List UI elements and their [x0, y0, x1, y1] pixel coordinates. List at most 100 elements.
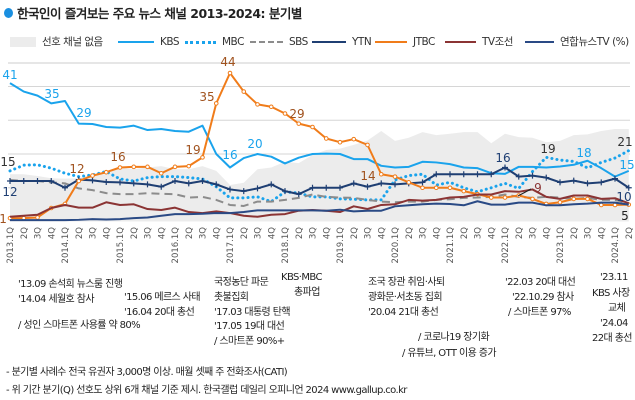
data-point-JTBC: [420, 185, 425, 191]
data-point-JTBC: [351, 136, 357, 142]
data-point-YTN: [117, 179, 123, 186]
data-label-JTBC: 44: [220, 55, 235, 69]
x-tick-label: 2014.1Q: [61, 227, 71, 264]
data-point-JTBC: [433, 185, 439, 191]
legend-label: JTBC: [413, 36, 435, 48]
data-point-YTN: [337, 184, 343, 191]
line-chart: 41 35 29 16 20 18 15 15 19 21 1 12 16 19 35 44 29 14 12 16 1…: [0, 55, 635, 264]
event-annotation: / 유튜브, OTT 이용 증가: [402, 348, 497, 359]
data-point-YTN: [419, 179, 426, 186]
data-point-YTN: [309, 184, 316, 191]
x-tick-label: 2Q: [20, 227, 30, 239]
data-label-KBS: 29: [76, 106, 91, 120]
data-label-JTBC: 14: [360, 169, 375, 183]
data-point-JTBC: [378, 171, 384, 177]
data-point-JTBC: [530, 196, 535, 202]
x-tick-label: 2016.1Q: [171, 227, 181, 264]
series-line-KBS: [9, 82, 630, 178]
event-annotation: '22.10.29 참사: [512, 292, 574, 303]
event-annotation: '17.03 대통령 탄핵: [214, 307, 291, 318]
data-point-JTBC: [310, 124, 315, 130]
legend-swatch-4: [312, 41, 346, 43]
data-label-YTN: 16: [495, 151, 510, 165]
data-label-KBS: 15: [619, 158, 634, 172]
x-tick-label: 3Q: [254, 227, 264, 239]
x-tick-label: 2Q: [625, 227, 635, 239]
x-tick-label: 2019.1Q: [336, 227, 346, 264]
event-annotation: '20.04 21대 총선: [368, 307, 439, 318]
data-point-JTBC: [598, 202, 604, 208]
data-point-YTN: [213, 181, 220, 188]
data-point-JTBC: [392, 174, 398, 179]
data-label-YTN: 10: [616, 190, 631, 204]
legend-swatch-2: [185, 41, 216, 44]
data-point-YTN: [130, 180, 137, 187]
data-point-YTN: [488, 171, 495, 178]
data-point-YTN: [295, 191, 302, 198]
data-point-JTBC: [447, 185, 453, 191]
data-label-KBS: 18: [576, 146, 591, 160]
data-point-YTN: [350, 180, 357, 187]
data-point-YTN: [570, 177, 577, 184]
x-tick-label: 4Q: [597, 227, 607, 239]
data-point-YTN: [474, 171, 481, 178]
data-label-MBC: 21: [617, 135, 632, 149]
data-point-YTN: [323, 184, 330, 191]
legend-label: YTN: [352, 36, 372, 48]
event-annotation: '17.05 19대 대선: [214, 321, 285, 332]
legend-swatch-5: [375, 41, 407, 43]
event-annotation: '15.06 메르스 사태: [124, 292, 201, 303]
x-tick-label: 3Q: [144, 227, 154, 239]
data-label-KBS: 20: [247, 137, 262, 151]
data-point-JTBC: [488, 195, 494, 200]
data-point-JTBC: [585, 196, 590, 202]
event-annotation: '14.04 세월호 참사: [18, 294, 95, 305]
x-tick-label: 4Q: [322, 227, 332, 239]
data-point-JTBC: [502, 195, 508, 200]
chart-title-text: 한국인이 즐겨보는 주요 뉴스 채널 2013-2024: 분기별: [17, 6, 302, 21]
data-point-YTN: [268, 181, 275, 188]
x-tick-label: 2Q: [460, 227, 470, 239]
data-point-JTBC: [145, 164, 150, 170]
x-tick-label: 3Q: [364, 227, 374, 239]
x-tick-label: 2018.1Q: [281, 227, 291, 264]
event-annotation: 촛불집회: [214, 292, 249, 303]
x-tick-label: 4Q: [542, 227, 552, 239]
data-point-YTN: [158, 183, 165, 190]
data-point-YTN: [364, 183, 371, 190]
data-point-JTBC: [461, 188, 467, 194]
event-annotation: / 코로나19 장기화: [418, 332, 490, 343]
x-tick-label: 2Q: [350, 227, 360, 239]
data-point-YTN: [529, 172, 536, 179]
data-point-YTN: [460, 171, 467, 178]
data-point-JTBC: [158, 170, 164, 176]
legend-swatch-6: [445, 41, 476, 43]
data-point-YTN: [172, 178, 178, 184]
data-point-YTN: [447, 171, 453, 178]
data-point-JTBC: [557, 199, 563, 205]
data-point-YTN: [199, 178, 206, 184]
legend-label: TV조선: [482, 36, 513, 48]
data-point-YTN: [282, 188, 288, 195]
x-tick-label: 3Q: [309, 227, 319, 239]
data-point-JTBC: [131, 164, 137, 170]
data-point-JTBC: [117, 165, 123, 170]
event-annotation: 총파업: [294, 287, 320, 298]
data-label-JTBC: 19: [185, 143, 200, 157]
data-point-JTBC: [255, 102, 260, 107]
x-tick-label: 4Q: [432, 227, 442, 239]
data-point-YTN: [34, 178, 41, 184]
data-point-JTBC: [200, 155, 205, 160]
data-label-MBC: 19: [540, 142, 555, 156]
data-point-YTN: [392, 181, 398, 188]
data-point-JTBC: [282, 111, 288, 116]
x-tick-label: 2022.1Q: [501, 227, 511, 264]
legend-swatch-0: [10, 37, 36, 47]
x-tick-label: 3Q: [199, 227, 209, 239]
legend-label: 선호 채널 없음: [42, 36, 103, 48]
data-label-YTN: 12: [2, 185, 17, 199]
data-label-JTBC: 12: [69, 162, 84, 176]
data-point-YTN: [515, 173, 522, 180]
data-point-JTBC: [406, 180, 412, 185]
series-line-JTBC: [10, 72, 629, 220]
